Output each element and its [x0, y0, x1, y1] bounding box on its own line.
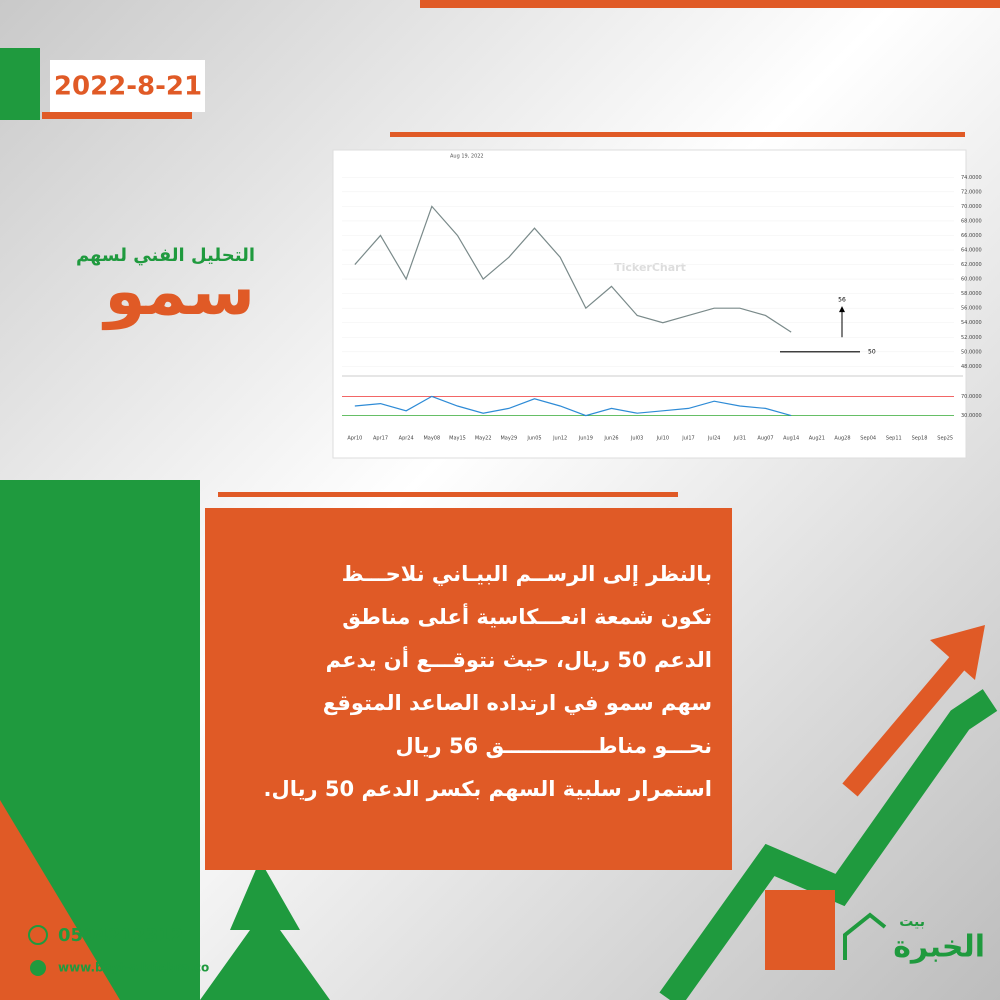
- x-tick-label: Sep11: [886, 436, 902, 442]
- x-tick-label: Jun12: [552, 436, 567, 442]
- logo-top: بيت: [899, 914, 925, 930]
- arrow-shape: [200, 860, 330, 1000]
- x-tick-label: Jun26: [603, 436, 618, 442]
- x-tick-label: Jun05: [526, 436, 541, 442]
- arrow-head: [930, 625, 985, 680]
- chart-note: Aug 19, 2022: [450, 154, 484, 160]
- web-icon: [30, 960, 46, 976]
- body-line: بالنظر إلى الرســم البيـاني نلاحـــظ: [342, 562, 712, 586]
- y-tick-label: 48.0000: [961, 364, 982, 370]
- body-line: الدعم 50 ريال، حيث نتوقـــع أن يدعم: [326, 645, 712, 672]
- phone: 0594212312: [58, 925, 183, 946]
- rule-mid: [218, 492, 678, 497]
- y-tick-label: 74.0000: [961, 175, 982, 181]
- y-tick-label: 50.0000: [961, 349, 982, 355]
- series-line: [354, 205, 792, 333]
- body-line: سهم سمو في ارتداده الصاعد المتوقع: [323, 691, 712, 715]
- rule-top: [390, 132, 965, 137]
- logo-main: الخبرة: [893, 930, 985, 965]
- x-tick-label: Jul17: [681, 436, 694, 442]
- date: 2022-8-21: [54, 72, 202, 102]
- chart-frame: [332, 149, 967, 459]
- y-tick-label: 64.0000: [961, 248, 982, 254]
- x-tick-label: Jul03: [630, 436, 643, 442]
- y-tick-label: 58.0000: [961, 291, 982, 297]
- top-bar: [420, 0, 1000, 8]
- y-tick-label: 72.0000: [961, 189, 982, 195]
- y-tick-label: 70.0000: [961, 204, 982, 210]
- logo-house: [843, 912, 887, 960]
- orange-shape: [0, 800, 120, 1000]
- body-line: تكون شمعة انعـــكاسية أعلى مناطق: [342, 602, 712, 629]
- x-tick-label: Sep18: [912, 436, 928, 442]
- y-tick-label: 68.0000: [961, 218, 982, 224]
- title-subtitle: التحليل الفني لسهم: [76, 245, 255, 266]
- whatsapp-icon: [28, 925, 48, 945]
- website: www.bayt-alkhebra.co: [58, 961, 209, 975]
- y-tick-label: 56.0000: [961, 306, 982, 312]
- trend-arrow-orange: [842, 653, 968, 797]
- x-tick-label: May22: [475, 436, 492, 442]
- date-box: [50, 60, 205, 112]
- title-name: سمو: [101, 253, 255, 331]
- watermark: TickerChart: [614, 261, 686, 274]
- x-tick-label: May29: [500, 436, 517, 442]
- body-line: استمرار سلبية السهم بكسر الدعم 50 ريال.: [264, 777, 712, 801]
- x-tick-label: Sep25: [937, 436, 953, 442]
- chart: Aug 19, 2022 TickerChart 74.0000 72.0000 70.…: [342, 154, 982, 442]
- x-tick-label: Apr17: [373, 436, 388, 442]
- body-text: بالنظر إلى الرســم البيـاني نلاحـــظ تكون…: [264, 562, 712, 801]
- body-line: نحـــو مناطـــــــــــــق 56 ريال: [396, 734, 712, 758]
- x-tick-label: Jul10: [656, 436, 669, 442]
- series-line: [354, 395, 792, 417]
- arrow-head: [839, 306, 845, 313]
- y2-tick-label: 70.0000: [961, 394, 982, 400]
- x-tick-label: Jun19: [578, 436, 593, 442]
- x-tick-label: Apr24: [399, 436, 414, 442]
- x-tick-label: Aug14: [783, 436, 799, 442]
- x-tick-label: Aug07: [757, 436, 773, 442]
- date-underline: [42, 112, 192, 119]
- support-label: 50: [868, 348, 876, 355]
- target-label: 56: [838, 297, 846, 304]
- x-tick-label: Jul31: [733, 436, 746, 442]
- x-tick-label: Sep04: [860, 436, 876, 442]
- y-tick-label: 62.0000: [961, 262, 982, 268]
- x-tick-label: Jul24: [707, 436, 720, 442]
- x-tick-label: May15: [449, 436, 466, 442]
- y-tick-label: 60.0000: [961, 277, 982, 283]
- y2-tick-label: 30.0000: [961, 413, 982, 419]
- y-tick-label: 52.0000: [961, 335, 982, 341]
- x-tick-label: May08: [423, 436, 440, 442]
- x-tick-label: Aug21: [809, 436, 825, 442]
- green-block: [0, 48, 40, 120]
- y-tick-label: 54.0000: [961, 320, 982, 326]
- y-tick-label: 66.0000: [961, 233, 982, 239]
- text-box: [205, 508, 732, 870]
- x-tick-label: Apr10: [347, 436, 362, 442]
- x-tick-label: Aug28: [834, 436, 850, 442]
- trend-arrow: [659, 689, 998, 1000]
- orange-square: [765, 890, 835, 970]
